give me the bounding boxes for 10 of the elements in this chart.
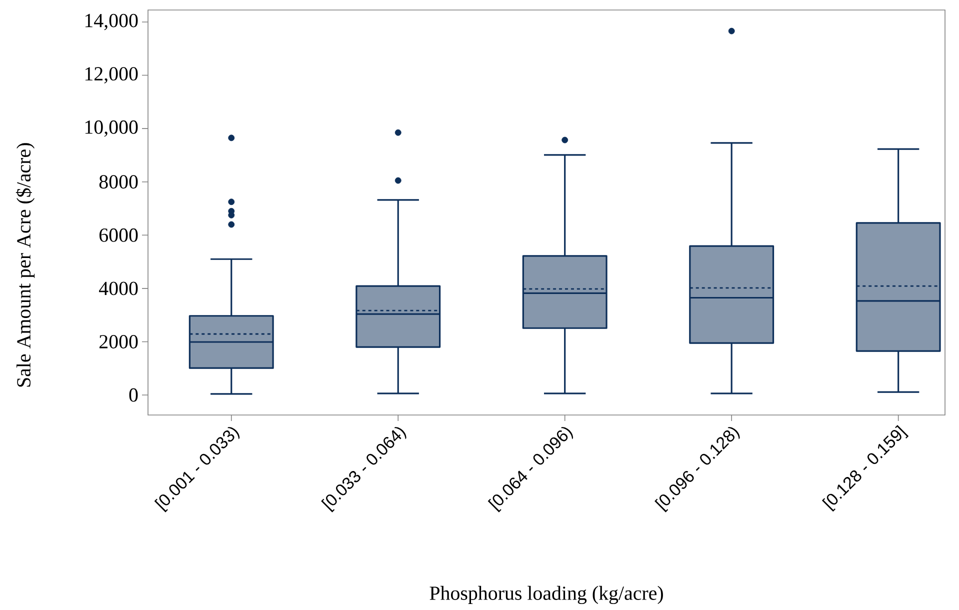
y-tick-label: 0 [129, 388, 138, 402]
y-tick-label: 6000 [99, 228, 138, 242]
y-tick-label: 2000 [100, 335, 138, 348]
y-tick-label: 12,000 [85, 67, 138, 84]
y-tick-label: 8000 [99, 175, 138, 189]
y-tick-label: 14,000 [85, 14, 138, 30]
y-tick-label: 10,000 [85, 120, 138, 137]
y-axis-title: Sale Amount per Acre ($/acre) [16, 143, 35, 387]
x-axis-title: Phosphorus loading (kg/acre) [430, 586, 663, 604]
y-tick-label: 4000 [99, 282, 138, 296]
